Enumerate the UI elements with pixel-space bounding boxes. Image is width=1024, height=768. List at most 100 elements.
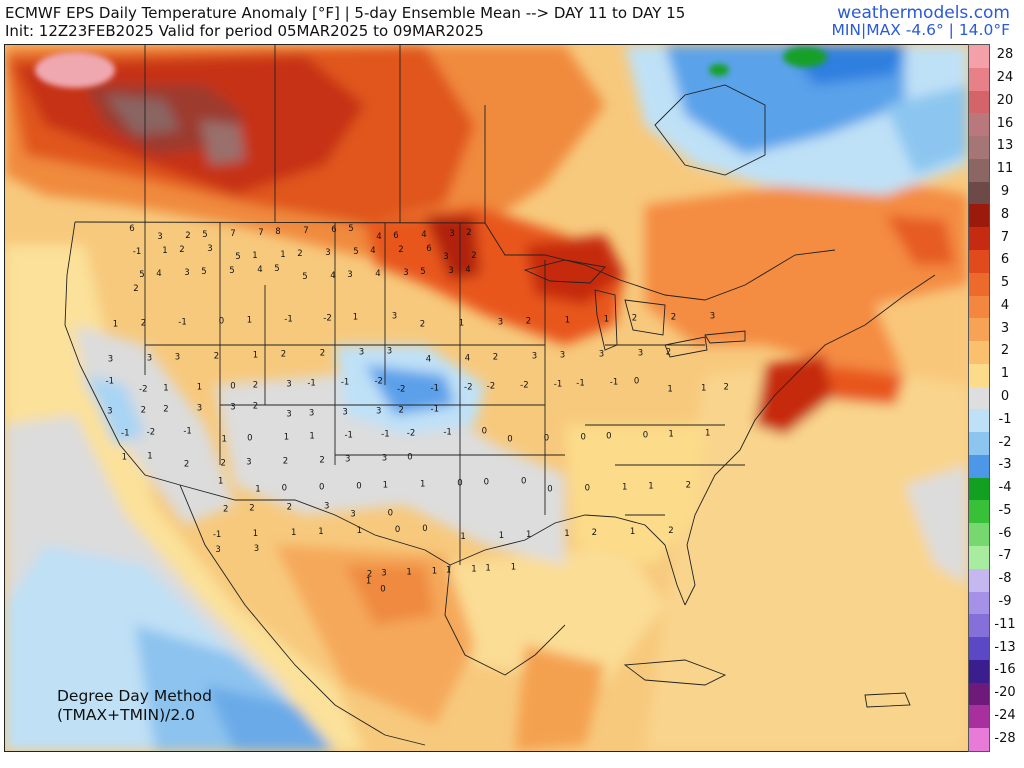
station-value: 2 xyxy=(471,251,476,261)
station-value: 2 xyxy=(184,460,189,470)
station-value: 1 xyxy=(162,246,167,256)
station-value: 3 xyxy=(381,569,386,579)
station-value: 6 xyxy=(331,225,336,235)
colorbar-label: -16 xyxy=(994,662,1016,678)
colorbar-label: 24 xyxy=(996,70,1014,86)
station-value: 3 xyxy=(197,404,202,414)
station-value: 4 xyxy=(370,246,375,256)
station-value: 2 xyxy=(287,503,292,513)
colorbar-label: -24 xyxy=(994,707,1016,723)
station-value: 2 xyxy=(398,406,403,416)
station-value: -1 xyxy=(344,431,352,441)
station-value: -1 xyxy=(443,428,451,438)
station-value: -2 xyxy=(147,428,155,438)
colorbar-swatch xyxy=(969,637,989,661)
colorbar-swatch xyxy=(969,477,989,501)
station-value: 2 xyxy=(723,383,728,393)
colorbar-swatch xyxy=(969,318,989,342)
station-value: -1 xyxy=(178,318,186,328)
colorbar-label: 8 xyxy=(1000,206,1010,222)
station-value: 4 xyxy=(257,265,262,275)
station-value: -1 xyxy=(284,315,292,325)
station-value: 4 xyxy=(375,269,380,279)
colorbar-swatch xyxy=(969,136,989,160)
colorbar-label: -20 xyxy=(994,685,1016,701)
station-value: -1 xyxy=(307,379,315,389)
station-value: 6 xyxy=(426,244,431,254)
station-value: 3 xyxy=(347,270,352,280)
station-value: 1 xyxy=(318,527,323,537)
station-value: 3 xyxy=(359,348,364,358)
station-value: 2 xyxy=(632,314,637,324)
min-max-readout: MIN|MAX -4.6° | 14.0°F xyxy=(831,21,1010,39)
station-value: -1 xyxy=(183,427,191,437)
station-value: 3 xyxy=(387,347,392,357)
station-value: 3 xyxy=(443,252,448,262)
station-value: 3 xyxy=(108,355,113,365)
colorbar-swatch xyxy=(969,432,989,456)
station-value: 4 xyxy=(465,354,470,364)
station-value: 2 xyxy=(466,228,471,238)
station-value: -2 xyxy=(464,383,472,393)
station-value: -1 xyxy=(610,378,618,388)
colorbar-label: 4 xyxy=(1000,297,1010,313)
station-value: 3 xyxy=(638,349,643,359)
station-value: -1 xyxy=(121,429,129,439)
station-value: 0 xyxy=(634,377,639,387)
station-value: 1 xyxy=(366,577,371,587)
station-value: 0 xyxy=(606,432,611,442)
colorbar-label: -7 xyxy=(998,548,1012,564)
map-subtitle: Init: 12Z23FEB2025 Valid for period 05MA… xyxy=(5,22,484,40)
station-value: 7 xyxy=(230,229,235,239)
station-value: 6 xyxy=(129,224,134,234)
station-value: 4 xyxy=(156,269,161,279)
anomaly-map: 6 3 2 5 7 7 8 7 6 5 4 6 4 3 2 -1 1 2 3 5 1 1 2 3 5 4 2 6 3 2 5 4 3 5 5 4 5 5 4… xyxy=(4,44,969,752)
station-value: -2 xyxy=(323,314,331,324)
station-value: 3 xyxy=(342,408,347,418)
station-value: 0 xyxy=(282,484,287,494)
station-value: 1 xyxy=(253,351,258,361)
station-value: -2 xyxy=(374,377,382,387)
colorbar-swatch xyxy=(969,614,989,638)
station-value: 2 xyxy=(220,459,225,469)
anomaly-field xyxy=(5,45,968,751)
station-value: 1 xyxy=(667,385,672,395)
station-value: 1 xyxy=(284,433,289,443)
station-value: 4 xyxy=(330,271,335,281)
station-value: 1 xyxy=(564,529,569,539)
station-value: 0 xyxy=(380,585,385,595)
station-value: 1 xyxy=(460,532,465,542)
colorbar-swatch xyxy=(969,409,989,433)
colorbar-label: -9 xyxy=(998,593,1012,609)
colorbar-label: -8 xyxy=(998,571,1012,587)
station-value: 0 xyxy=(230,382,235,392)
station-value: 0 xyxy=(507,435,512,445)
station-value: 1 xyxy=(622,483,627,493)
colorbar-swatch xyxy=(969,500,989,524)
station-value: 1 xyxy=(197,383,202,393)
station-value: 5 xyxy=(229,266,234,276)
anomaly-detail xyxy=(35,47,827,88)
station-value: 3 xyxy=(207,244,212,254)
brand-link[interactable]: weathermodels.com xyxy=(837,3,1010,23)
colorbar-swatch xyxy=(969,295,989,319)
station-value: 0 xyxy=(580,433,585,443)
station-values: 63 2 5 7 7 8 7 6 54 6 4 3 2-1 1 2 35 1 1 2 3 5 4 2 63 25 4 3 5 5 4 55 4… xyxy=(106,224,729,595)
colorbar-swatch xyxy=(969,158,989,183)
station-value: 2 xyxy=(420,320,425,330)
station-value: 0 xyxy=(356,482,361,492)
colorbar-swatch xyxy=(969,249,989,274)
station-value: 0 xyxy=(388,509,393,519)
colorbar-swatch xyxy=(969,45,989,69)
station-value: -1 xyxy=(431,405,439,415)
colorbar-swatch xyxy=(969,113,989,137)
station-value: 3 xyxy=(215,545,220,555)
station-value: 0 xyxy=(407,453,412,463)
colorbar xyxy=(968,44,990,752)
colorbar-label: 1 xyxy=(1000,366,1010,382)
station-value: -1 xyxy=(381,430,389,440)
colorbar-label: -5 xyxy=(998,502,1012,518)
station-value: -1 xyxy=(431,384,439,394)
station-value: 2 xyxy=(592,528,597,538)
station-value: 3 xyxy=(449,229,454,239)
